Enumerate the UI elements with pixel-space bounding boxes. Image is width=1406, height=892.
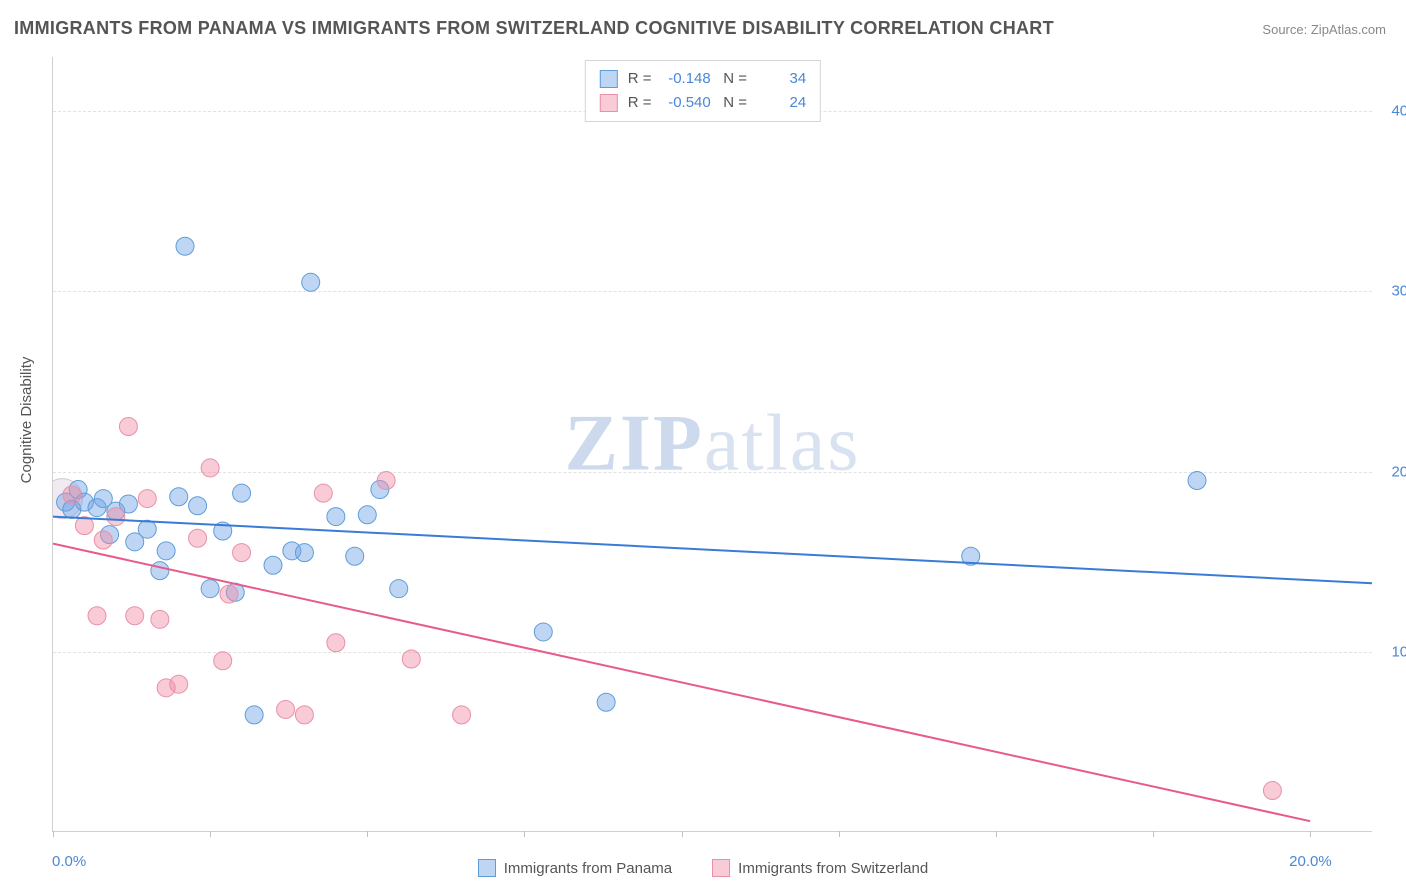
data-point: [176, 237, 194, 255]
x-tick: [524, 831, 525, 837]
chart-title: IMMIGRANTS FROM PANAMA VS IMMIGRANTS FRO…: [14, 18, 1054, 39]
data-point: [170, 488, 188, 506]
y-tick-label: 10.0%: [1374, 643, 1406, 660]
data-point: [220, 585, 238, 603]
data-point: [63, 486, 81, 504]
legend-stats: R = -0.540 N = 24: [628, 91, 806, 115]
x-tick-label: 0.0%: [52, 853, 86, 870]
data-point: [302, 273, 320, 291]
x-tick: [367, 831, 368, 837]
data-point: [1188, 472, 1206, 490]
data-point: [201, 459, 219, 477]
legend-stats: R = -0.148 N = 34: [628, 67, 806, 91]
data-point: [402, 650, 420, 668]
x-tick: [839, 831, 840, 837]
x-tick: [1153, 831, 1154, 837]
x-tick: [682, 831, 683, 837]
legend-swatch: [712, 859, 730, 877]
data-point: [346, 547, 364, 565]
data-point: [189, 497, 207, 515]
data-point: [126, 607, 144, 625]
legend-row: R = -0.540 N = 24: [600, 91, 806, 115]
trend-line: [53, 544, 1310, 822]
data-point: [390, 580, 408, 598]
data-point: [107, 508, 125, 526]
data-point: [453, 706, 471, 724]
series-legend: Immigrants from Panama Immigrants from Sw…: [0, 859, 1406, 877]
x-tick: [210, 831, 211, 837]
data-point: [170, 675, 188, 693]
y-tick-label: 30.0%: [1374, 283, 1406, 300]
y-tick-label: 20.0%: [1374, 463, 1406, 480]
x-tick: [1310, 831, 1311, 837]
data-point: [233, 544, 251, 562]
trend-line: [53, 517, 1372, 584]
x-tick-label: 20.0%: [1289, 853, 1332, 870]
legend-swatch: [478, 859, 496, 877]
y-tick-label: 40.0%: [1374, 103, 1406, 120]
data-point: [138, 490, 156, 508]
data-point: [295, 544, 313, 562]
data-point: [358, 506, 376, 524]
data-point: [377, 472, 395, 490]
data-point: [314, 484, 332, 502]
y-axis-label: Cognitive Disability: [18, 357, 35, 484]
data-point: [88, 607, 106, 625]
x-tick: [996, 831, 997, 837]
x-tick: [53, 831, 54, 837]
data-point: [1263, 782, 1281, 800]
source-label: Source:: [1262, 22, 1307, 37]
source-attribution: Source: ZipAtlas.com: [1262, 22, 1386, 37]
legend-label: Immigrants from Panama: [504, 860, 672, 877]
data-point: [233, 484, 251, 502]
source-value: ZipAtlas.com: [1311, 22, 1386, 37]
data-point: [534, 623, 552, 641]
data-point: [597, 693, 615, 711]
legend-row: R = -0.148 N = 34: [600, 67, 806, 91]
legend-label: Immigrants from Switzerland: [738, 860, 928, 877]
legend-swatch: [600, 94, 618, 112]
data-point: [151, 610, 169, 628]
data-point: [201, 580, 219, 598]
chart-svg: [53, 57, 1372, 831]
legend-swatch: [600, 70, 618, 88]
legend-item: Immigrants from Switzerland: [712, 859, 928, 877]
data-point: [327, 634, 345, 652]
data-point: [94, 531, 112, 549]
plot-area: ZIPatlas 10.0%20.0%30.0%40.0%: [52, 57, 1372, 832]
data-point: [245, 706, 263, 724]
data-point: [189, 529, 207, 547]
data-point: [119, 417, 137, 435]
data-point: [277, 700, 295, 718]
data-point: [151, 562, 169, 580]
data-point: [327, 508, 345, 526]
data-point: [138, 520, 156, 538]
legend-item: Immigrants from Panama: [478, 859, 672, 877]
data-point: [295, 706, 313, 724]
correlation-legend: R = -0.148 N = 34R = -0.540 N = 24: [585, 60, 821, 122]
data-point: [264, 556, 282, 574]
data-point: [157, 542, 175, 560]
data-point: [214, 652, 232, 670]
